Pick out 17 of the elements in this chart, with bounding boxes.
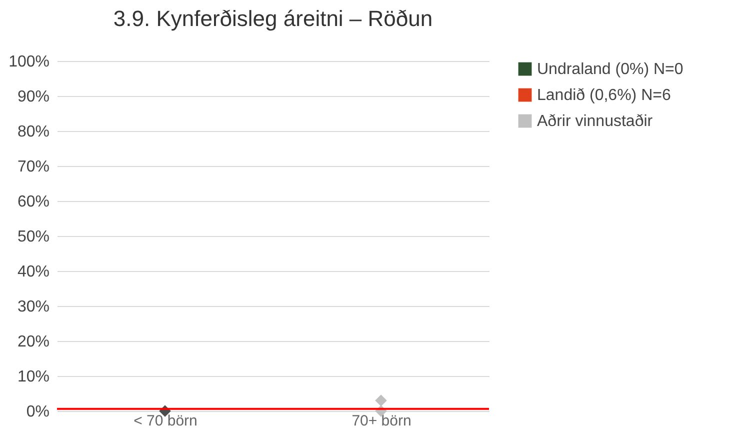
legend-label: Aðrir vinnustaðir bbox=[537, 113, 654, 130]
x-tick-label: 70+ börn bbox=[352, 412, 412, 430]
legend-label: Undraland (0%) N=0 bbox=[537, 61, 684, 78]
y-tick-label: 90% bbox=[17, 88, 50, 106]
y-tick-label: 50% bbox=[17, 228, 50, 246]
legend-label: Landið (0,6%) N=6 bbox=[537, 87, 671, 104]
y-tick-label: 10% bbox=[17, 368, 50, 386]
y-tick-label: 30% bbox=[17, 298, 50, 316]
y-tick-label: 80% bbox=[17, 124, 50, 140]
y-tick-label: 40% bbox=[17, 264, 50, 280]
chart-title: 3.9. Kynferðisleg áreitni – Röðun bbox=[113, 6, 433, 31]
y-tick-label: 60% bbox=[17, 194, 50, 210]
y-tick-label: 20% bbox=[17, 334, 50, 350]
y-tick-label: 0% bbox=[26, 404, 50, 420]
y-tick-label: 70% bbox=[17, 158, 50, 176]
x-tick-label: < 70 börn bbox=[134, 412, 198, 430]
y-tick-label: 100% bbox=[8, 54, 50, 70]
